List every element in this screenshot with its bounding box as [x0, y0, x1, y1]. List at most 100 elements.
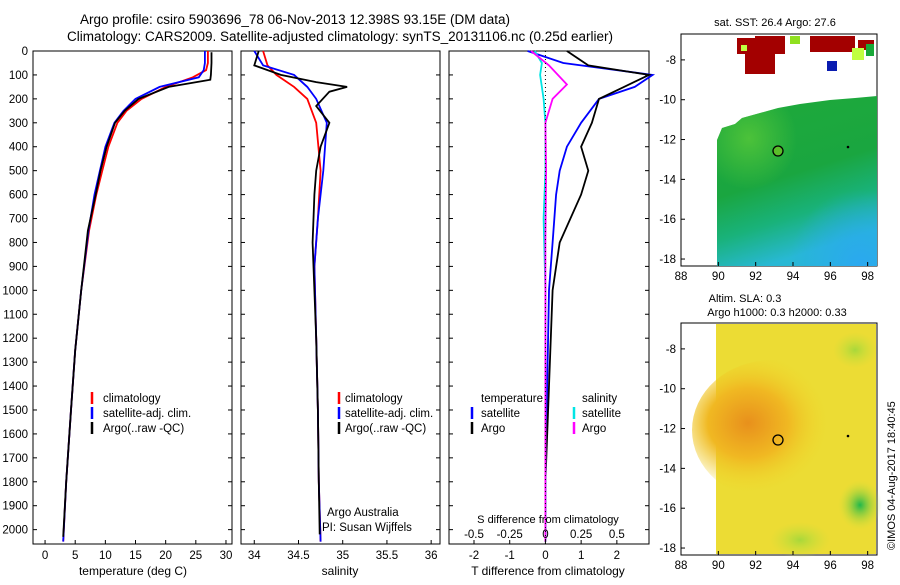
sst-field-deep	[717, 96, 877, 266]
map-y-tick-label: -18	[659, 254, 676, 266]
depth-tick-label: 0	[22, 46, 28, 58]
sst-patch	[745, 52, 775, 74]
series-climatology	[262, 50, 322, 542]
x-tick-label: 1	[578, 550, 584, 562]
x-tick-label: 0	[542, 550, 548, 562]
map2-title-2: Argo h1000: 0.3 h2000: 0.33	[707, 307, 846, 319]
legend-label: Argo(..raw -QC)	[103, 423, 184, 435]
map1	[680, 33, 878, 267]
diff-xlabel: T difference from climatology	[471, 564, 625, 578]
map2-axes: 88 90 92 94 96 98 -8 -10 -12 -14 -16 -18	[659, 344, 874, 572]
depth-tick-label: 100	[9, 70, 28, 82]
credit-argo-australia: Argo Australia	[327, 507, 399, 519]
depth-tick-label: 500	[9, 166, 28, 178]
map-x-tick-label: 94	[787, 271, 800, 283]
map-x-tick-label: 94	[787, 560, 800, 572]
s-tick-label: -0.5	[464, 529, 484, 541]
series-temperature-argo	[544, 50, 652, 542]
map-x-tick-label: 92	[749, 271, 762, 283]
legend-label: satellite-adj. clim.	[345, 408, 433, 420]
temp-legend: climatology satellite-adj. clim. Argo(..…	[90, 392, 191, 435]
x-tick-label: 30	[220, 550, 233, 562]
x-tick-label: -1	[505, 550, 515, 562]
island-dot	[846, 145, 850, 149]
map-y-tick-label: -16	[659, 503, 676, 515]
legend-label: climatology	[345, 393, 403, 405]
series-satellite-adj-clim-	[62, 51, 206, 542]
sla-warm-anomaly	[692, 360, 852, 500]
x-tick-label: 35	[336, 550, 349, 562]
x-tick-label: 15	[129, 550, 142, 562]
sal-xlabel: salinity	[322, 564, 359, 578]
map-x-tick-label: 90	[712, 560, 725, 572]
x-tick-label: 34	[248, 550, 261, 562]
x-tick-label: 34.5	[287, 550, 309, 562]
legend-head-temperature: temperature	[481, 393, 543, 405]
x-tick-label: 36	[425, 550, 438, 562]
s-tick-label: 0	[542, 529, 548, 541]
depth-tick-label: 1500	[2, 405, 28, 417]
sst-patch	[741, 45, 747, 51]
legend-label: satellite	[582, 408, 621, 420]
depth-tick-label: 800	[9, 237, 28, 249]
depth-tick-label: 700	[9, 214, 28, 226]
credit-pi: PI: Susan Wijffels	[322, 522, 412, 534]
diff-legend: temperature salinity satellite Argo sate…	[470, 393, 621, 435]
map-x-tick-label: 90	[712, 271, 725, 283]
x-tick-label: 25	[189, 550, 202, 562]
sal-legend: climatology satellite-adj. clim. Argo(..…	[322, 392, 433, 534]
sal-series	[253, 50, 348, 542]
legend-label: Argo	[582, 423, 606, 435]
diff-series	[527, 50, 656, 544]
legend-label: Argo(..raw -QC)	[345, 423, 426, 435]
legend-label: climatology	[103, 393, 161, 405]
depth-tick-label: 1300	[2, 357, 28, 369]
map-y-tick-label: -12	[659, 424, 676, 436]
legend-label: Argo	[481, 423, 505, 435]
depth-tick-label: 1900	[2, 501, 28, 513]
depth-tick-label: 400	[9, 142, 28, 154]
map1-axes: 88 90 92 94 96 98 -8 -10 -12 -14 -16 -18	[659, 55, 874, 283]
map-y-tick-label: -16	[659, 214, 676, 226]
depth-tick-label: 1800	[2, 477, 28, 489]
argo-location-marker	[772, 145, 784, 157]
island-dot	[846, 434, 850, 438]
sst-patch	[790, 36, 800, 44]
s-tick-label: 0.5	[609, 529, 625, 541]
depth-tick-label: 300	[9, 118, 28, 130]
sla-low-anomaly	[770, 522, 830, 558]
depth-tick-label: 900	[9, 261, 28, 273]
x-tick-label: -2	[469, 550, 479, 562]
series-temperature-satellite	[527, 50, 656, 542]
argo-location-marker	[772, 434, 784, 446]
series-climatology	[62, 51, 209, 542]
sst-patch	[755, 36, 785, 54]
depth-tick-label: 1700	[2, 453, 28, 465]
x-tick-label: 0	[42, 550, 48, 562]
depth-tick-label: 2000	[2, 525, 28, 537]
series-salinity-argo	[530, 50, 569, 542]
map-x-tick-label: 92	[749, 560, 762, 572]
s-tick-label: -0.25	[497, 529, 523, 541]
sal-xticks: 34 34.5 35 35.5 36	[248, 540, 438, 562]
diff-xticks: -2 -1 0 1 2 -0.5 -0.25 0 0.25 0.5	[464, 529, 625, 562]
depth-tick-label: 1200	[2, 333, 28, 345]
temp-xlabel: temperature (deg C)	[79, 564, 187, 578]
map-y-tick-label: -8	[666, 55, 676, 67]
map-y-tick-label: -14	[659, 174, 676, 186]
series-argo	[62, 52, 213, 537]
map-x-tick-label: 88	[675, 560, 688, 572]
map-x-tick-label: 88	[675, 271, 688, 283]
map-y-tick-label: -10	[659, 384, 676, 396]
x-tick-label: 20	[159, 550, 172, 562]
x-tick-label: 35.5	[376, 550, 398, 562]
watermark: ©IMOS 04-Aug-2017 18:40:45	[886, 401, 898, 550]
map-x-tick-label: 96	[824, 560, 837, 572]
map-x-tick-label: 98	[861, 271, 874, 283]
temp-panel-frame	[32, 50, 233, 545]
depth-tick-label: 1000	[2, 285, 28, 297]
sla-low-anomaly	[838, 480, 882, 530]
map2-title-1: Altim. SLA: 0.3	[709, 293, 782, 305]
depth-tick-label: 1600	[2, 429, 28, 441]
